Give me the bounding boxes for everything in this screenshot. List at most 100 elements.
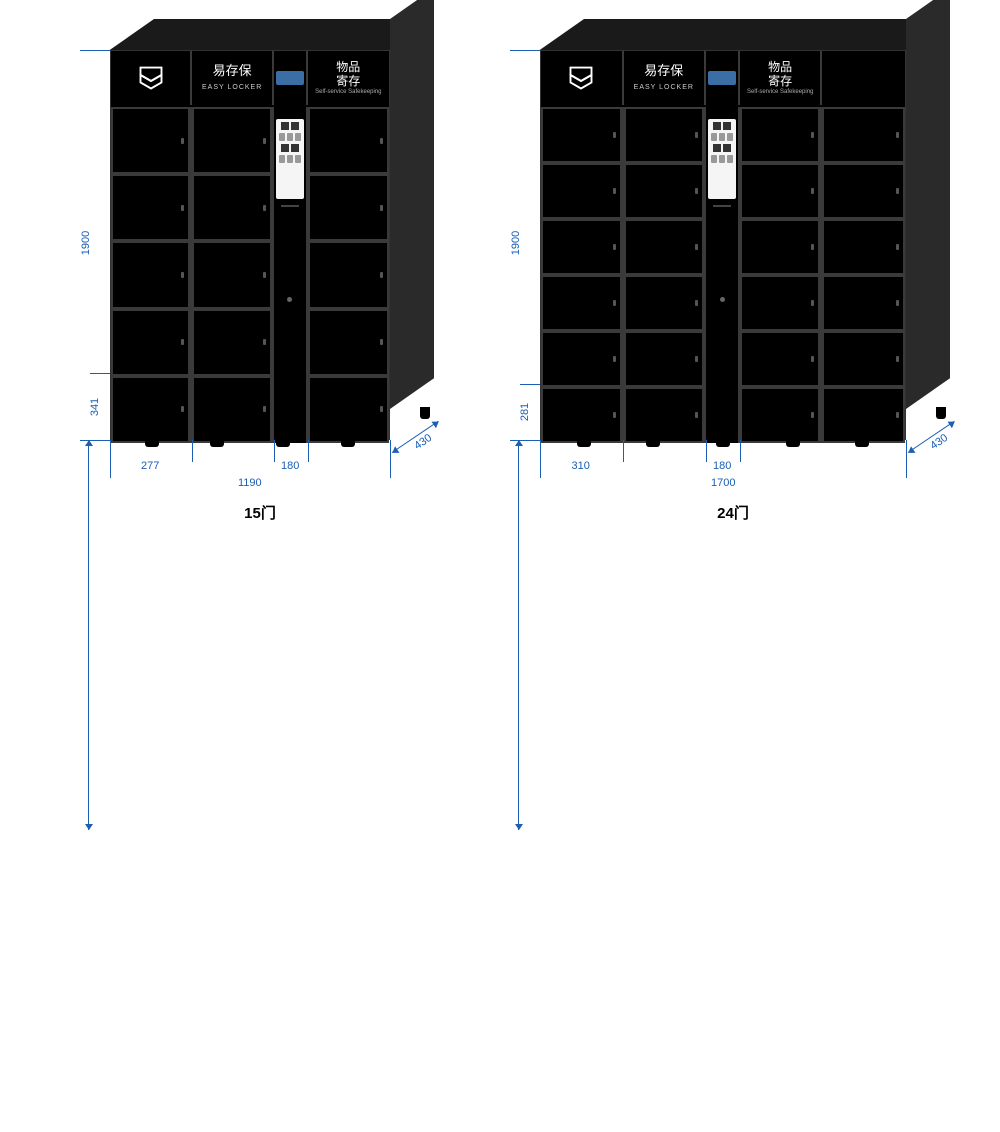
dim-height-label: 1900	[510, 229, 522, 257]
header-screen	[274, 51, 308, 105]
display-screen	[276, 71, 304, 85]
door-column	[541, 107, 624, 443]
dim-height-label: 1900	[80, 229, 92, 257]
locker-body: 易存保EASY LOCKER 物品寄存Self-service Safekeepi…	[540, 50, 906, 440]
dim-control-width-label: 180	[279, 460, 301, 472]
locker-door	[740, 387, 821, 443]
door-column	[192, 107, 273, 443]
model-label: 24门	[703, 502, 763, 523]
locker-door	[541, 107, 622, 163]
locker-door	[308, 241, 389, 308]
dim-door-height-label: 341	[89, 395, 101, 417]
control-column	[274, 107, 308, 443]
locker-top-edge	[110, 19, 434, 50]
locker-header: 易存保EASY LOCKER 物品寄存Self-service Safekeepi…	[111, 51, 389, 107]
brand-name: 易存保EASY LOCKER	[202, 64, 262, 93]
locker-door	[541, 387, 622, 443]
door-column	[624, 107, 707, 443]
receipt-slot	[713, 205, 731, 207]
dim-control-width-label: 180	[711, 460, 733, 472]
locker-door	[740, 219, 821, 275]
header-brand: 易存保EASY LOCKER	[192, 51, 273, 105]
dim-height	[88, 440, 368, 830]
dim-door-width-label: 277	[139, 460, 161, 472]
locker-door	[192, 309, 271, 376]
keyhole-icon	[287, 297, 292, 302]
locker-door	[740, 107, 821, 163]
door-column	[822, 107, 905, 443]
brand-logo-icon	[566, 63, 596, 93]
locker-door	[192, 174, 271, 241]
locker-door	[308, 376, 389, 443]
locker-door	[740, 275, 821, 331]
control-column	[706, 107, 740, 443]
locker-diagram-15: 易存保EASY LOCKER 物品寄存Self-service Safekeepi…	[110, 50, 390, 900]
brand-name: 易存保EASY LOCKER	[634, 64, 694, 93]
locker-door	[624, 275, 705, 331]
locker-door	[541, 163, 622, 219]
header-logo	[111, 51, 192, 105]
header-sidelabel: 物品寄存Self-service Safekeeping	[740, 51, 823, 105]
locker-door	[822, 275, 905, 331]
locker-door	[111, 107, 190, 174]
locker-door	[822, 387, 905, 443]
header-cell	[822, 51, 905, 105]
locker-diagram-24: 易存保EASY LOCKER 物品寄存Self-service Safekeepi…	[540, 50, 906, 889]
door-column	[111, 107, 192, 443]
locker-door	[541, 275, 622, 331]
locker-door	[541, 331, 622, 387]
locker-body: 易存保EASY LOCKER 物品寄存Self-service Safekeepi…	[110, 50, 390, 440]
doors-area	[111, 107, 389, 443]
locker-door	[541, 219, 622, 275]
brand-logo-icon	[136, 63, 166, 93]
dim-door-height-label: 281	[519, 401, 531, 423]
locker-door	[111, 174, 190, 241]
door-column	[308, 107, 389, 443]
model-label: 15门	[230, 502, 290, 523]
locker-door	[624, 219, 705, 275]
locker-door	[740, 331, 821, 387]
locker-door	[308, 107, 389, 174]
locker-foot-3d	[936, 407, 946, 419]
header-brand: 易存保EASY LOCKER	[624, 51, 707, 105]
receipt-slot	[281, 205, 299, 207]
dim-total-width-label: 1700	[709, 477, 737, 489]
side-label: 物品寄存Self-service Safekeeping	[747, 60, 813, 96]
locker-door	[111, 309, 190, 376]
dim-door-width-label: 310	[570, 460, 592, 472]
door-column	[740, 107, 823, 443]
header-screen	[706, 51, 740, 105]
locker-door	[111, 241, 190, 308]
locker-door	[822, 163, 905, 219]
locker-door	[192, 241, 271, 308]
doors-area	[541, 107, 905, 443]
header-sidelabel: 物品寄存Self-service Safekeeping	[308, 51, 389, 105]
locker-door	[624, 387, 705, 443]
locker-door	[111, 376, 190, 443]
dim-depth-label: 430	[411, 431, 436, 453]
locker-door	[624, 107, 705, 163]
locker-door	[624, 331, 705, 387]
locker-door	[192, 107, 271, 174]
dim-height	[518, 440, 884, 830]
locker-door	[308, 174, 389, 241]
keyhole-icon	[720, 297, 725, 302]
locker-door	[740, 163, 821, 219]
locker-top-edge	[540, 19, 950, 50]
header-logo	[541, 51, 624, 105]
side-label: 物品寄存Self-service Safekeeping	[315, 60, 381, 96]
locker-door	[822, 219, 905, 275]
locker-door	[822, 107, 905, 163]
locker-door	[308, 309, 389, 376]
display-screen	[708, 71, 736, 85]
locker-door	[624, 163, 705, 219]
locker-side-edge	[906, 0, 950, 409]
dim-total-width-label: 1190	[236, 477, 264, 489]
locker-foot-3d	[420, 407, 430, 419]
dim-depth-label: 430	[927, 431, 952, 453]
locker-door	[822, 331, 905, 387]
locker-door	[192, 376, 271, 443]
control-panel	[708, 119, 736, 199]
locker-side-edge	[390, 0, 434, 409]
control-panel	[276, 119, 304, 199]
